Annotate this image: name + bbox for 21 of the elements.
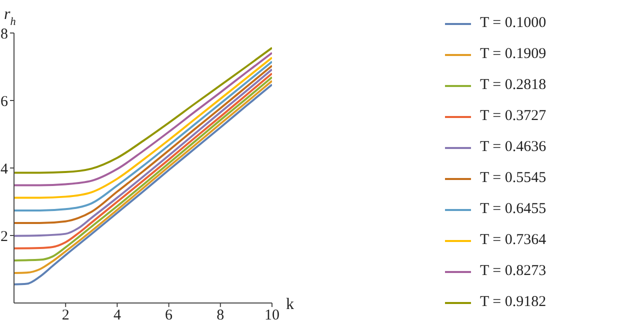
legend-label: T = 0.7364 [480,232,546,249]
legend-label: T = 0.2818 [480,77,546,94]
legend-label: T = 0.3727 [480,108,546,125]
x-tick-label: 6 [165,308,174,324]
x-tick-label: 4 [113,308,122,324]
y-tick-label: 8 [0,26,8,42]
y-tick-label: 4 [0,161,8,178]
y-tick-label: 2 [0,228,8,245]
legend-label: T = 0.1000 [480,15,546,32]
x-tick-label: 10 [264,308,280,324]
x-axis-title: k [286,296,294,313]
legend-label: T = 0.8273 [480,263,546,280]
x-tick-label: 8 [216,308,224,324]
legend-label: T = 0.6455 [480,201,546,218]
legend-label: T = 0.5545 [480,170,546,187]
y-axis-title: r$_{h}$ [4,6,16,28]
y-tick-label: 6 [0,94,8,110]
legend-label: T = 0.4636 [480,139,546,156]
legend-label: T = 0.9182 [480,294,546,311]
x-tick-label: 2 [62,308,70,324]
legend-label: T = 0.1909 [480,46,546,63]
